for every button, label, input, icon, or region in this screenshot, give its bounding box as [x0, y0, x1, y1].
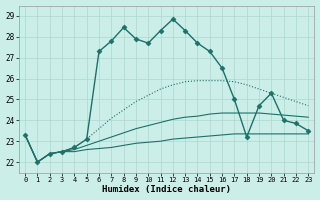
- X-axis label: Humidex (Indice chaleur): Humidex (Indice chaleur): [102, 185, 231, 194]
